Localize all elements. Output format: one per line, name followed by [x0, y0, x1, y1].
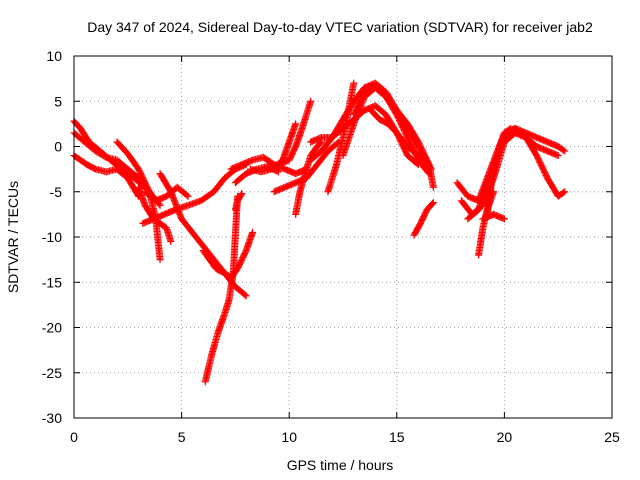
x-tick-label: 25 — [604, 429, 620, 445]
data-point — [183, 191, 191, 199]
series-track-05 — [135, 183, 175, 246]
data-point — [500, 215, 508, 223]
data-point — [155, 200, 163, 208]
data-point — [507, 124, 515, 132]
y-axis-title: SDTVAR / TECUs — [5, 181, 21, 293]
series-track-28 — [483, 124, 515, 218]
series-track-15 — [246, 120, 300, 176]
y-tick-label: -15 — [42, 274, 62, 290]
data-point — [561, 147, 569, 155]
data-point — [554, 152, 562, 160]
data-point — [307, 97, 315, 105]
data-point — [506, 125, 514, 133]
data-point — [429, 183, 437, 191]
x-tick-label: 20 — [497, 429, 513, 445]
data-point — [184, 192, 192, 200]
data-point — [292, 120, 300, 128]
y-tick-label: 10 — [46, 48, 62, 64]
ticks-layer: 0 5 10 15 20 25 -30 -25 -20 -15 -10 -5 0 5 10 — [42, 48, 620, 445]
data-point — [156, 201, 164, 209]
y-tick-label: -5 — [50, 184, 63, 200]
data-point — [559, 189, 567, 197]
data-point — [428, 200, 436, 208]
data-point — [242, 292, 250, 300]
x-tick-label: 15 — [389, 429, 405, 445]
data-point — [414, 161, 422, 169]
series-track-22 — [350, 84, 437, 191]
y-tick-label: -10 — [42, 229, 62, 245]
data-point — [490, 188, 498, 196]
chart-title: Day 347 of 2024, Sidereal Day-to-day VTE… — [87, 19, 593, 35]
y-tick-label: -25 — [42, 365, 62, 381]
y-tick-label: 0 — [54, 139, 62, 155]
series-track-29 — [475, 188, 498, 259]
series-track-30 — [479, 210, 508, 223]
series-track-24 — [410, 199, 437, 239]
data-point — [167, 238, 175, 246]
x-tick-label: 10 — [281, 429, 297, 445]
y-tick-label: -30 — [42, 410, 62, 426]
data-point — [249, 228, 257, 236]
series-track-10 — [201, 192, 242, 386]
series-track-23 — [367, 106, 422, 169]
y-tick-label: -20 — [42, 320, 62, 336]
series-track-13 — [231, 190, 246, 214]
x-tick-label: 0 — [70, 429, 78, 445]
data-point — [241, 291, 249, 299]
data-point — [413, 160, 421, 168]
grid-layer — [74, 56, 612, 418]
series-track-09 — [199, 228, 257, 282]
data-point — [350, 79, 358, 87]
x-tick-label: 5 — [178, 429, 186, 445]
data-point — [156, 256, 164, 264]
x-axis-title: GPS time / hours — [287, 457, 394, 473]
marks-layer — [70, 79, 569, 386]
y-tick-label: 5 — [54, 93, 62, 109]
data-point — [237, 191, 245, 199]
data-point — [561, 188, 569, 196]
data-point — [238, 190, 246, 198]
data-point — [429, 199, 437, 207]
data-point — [559, 146, 567, 154]
